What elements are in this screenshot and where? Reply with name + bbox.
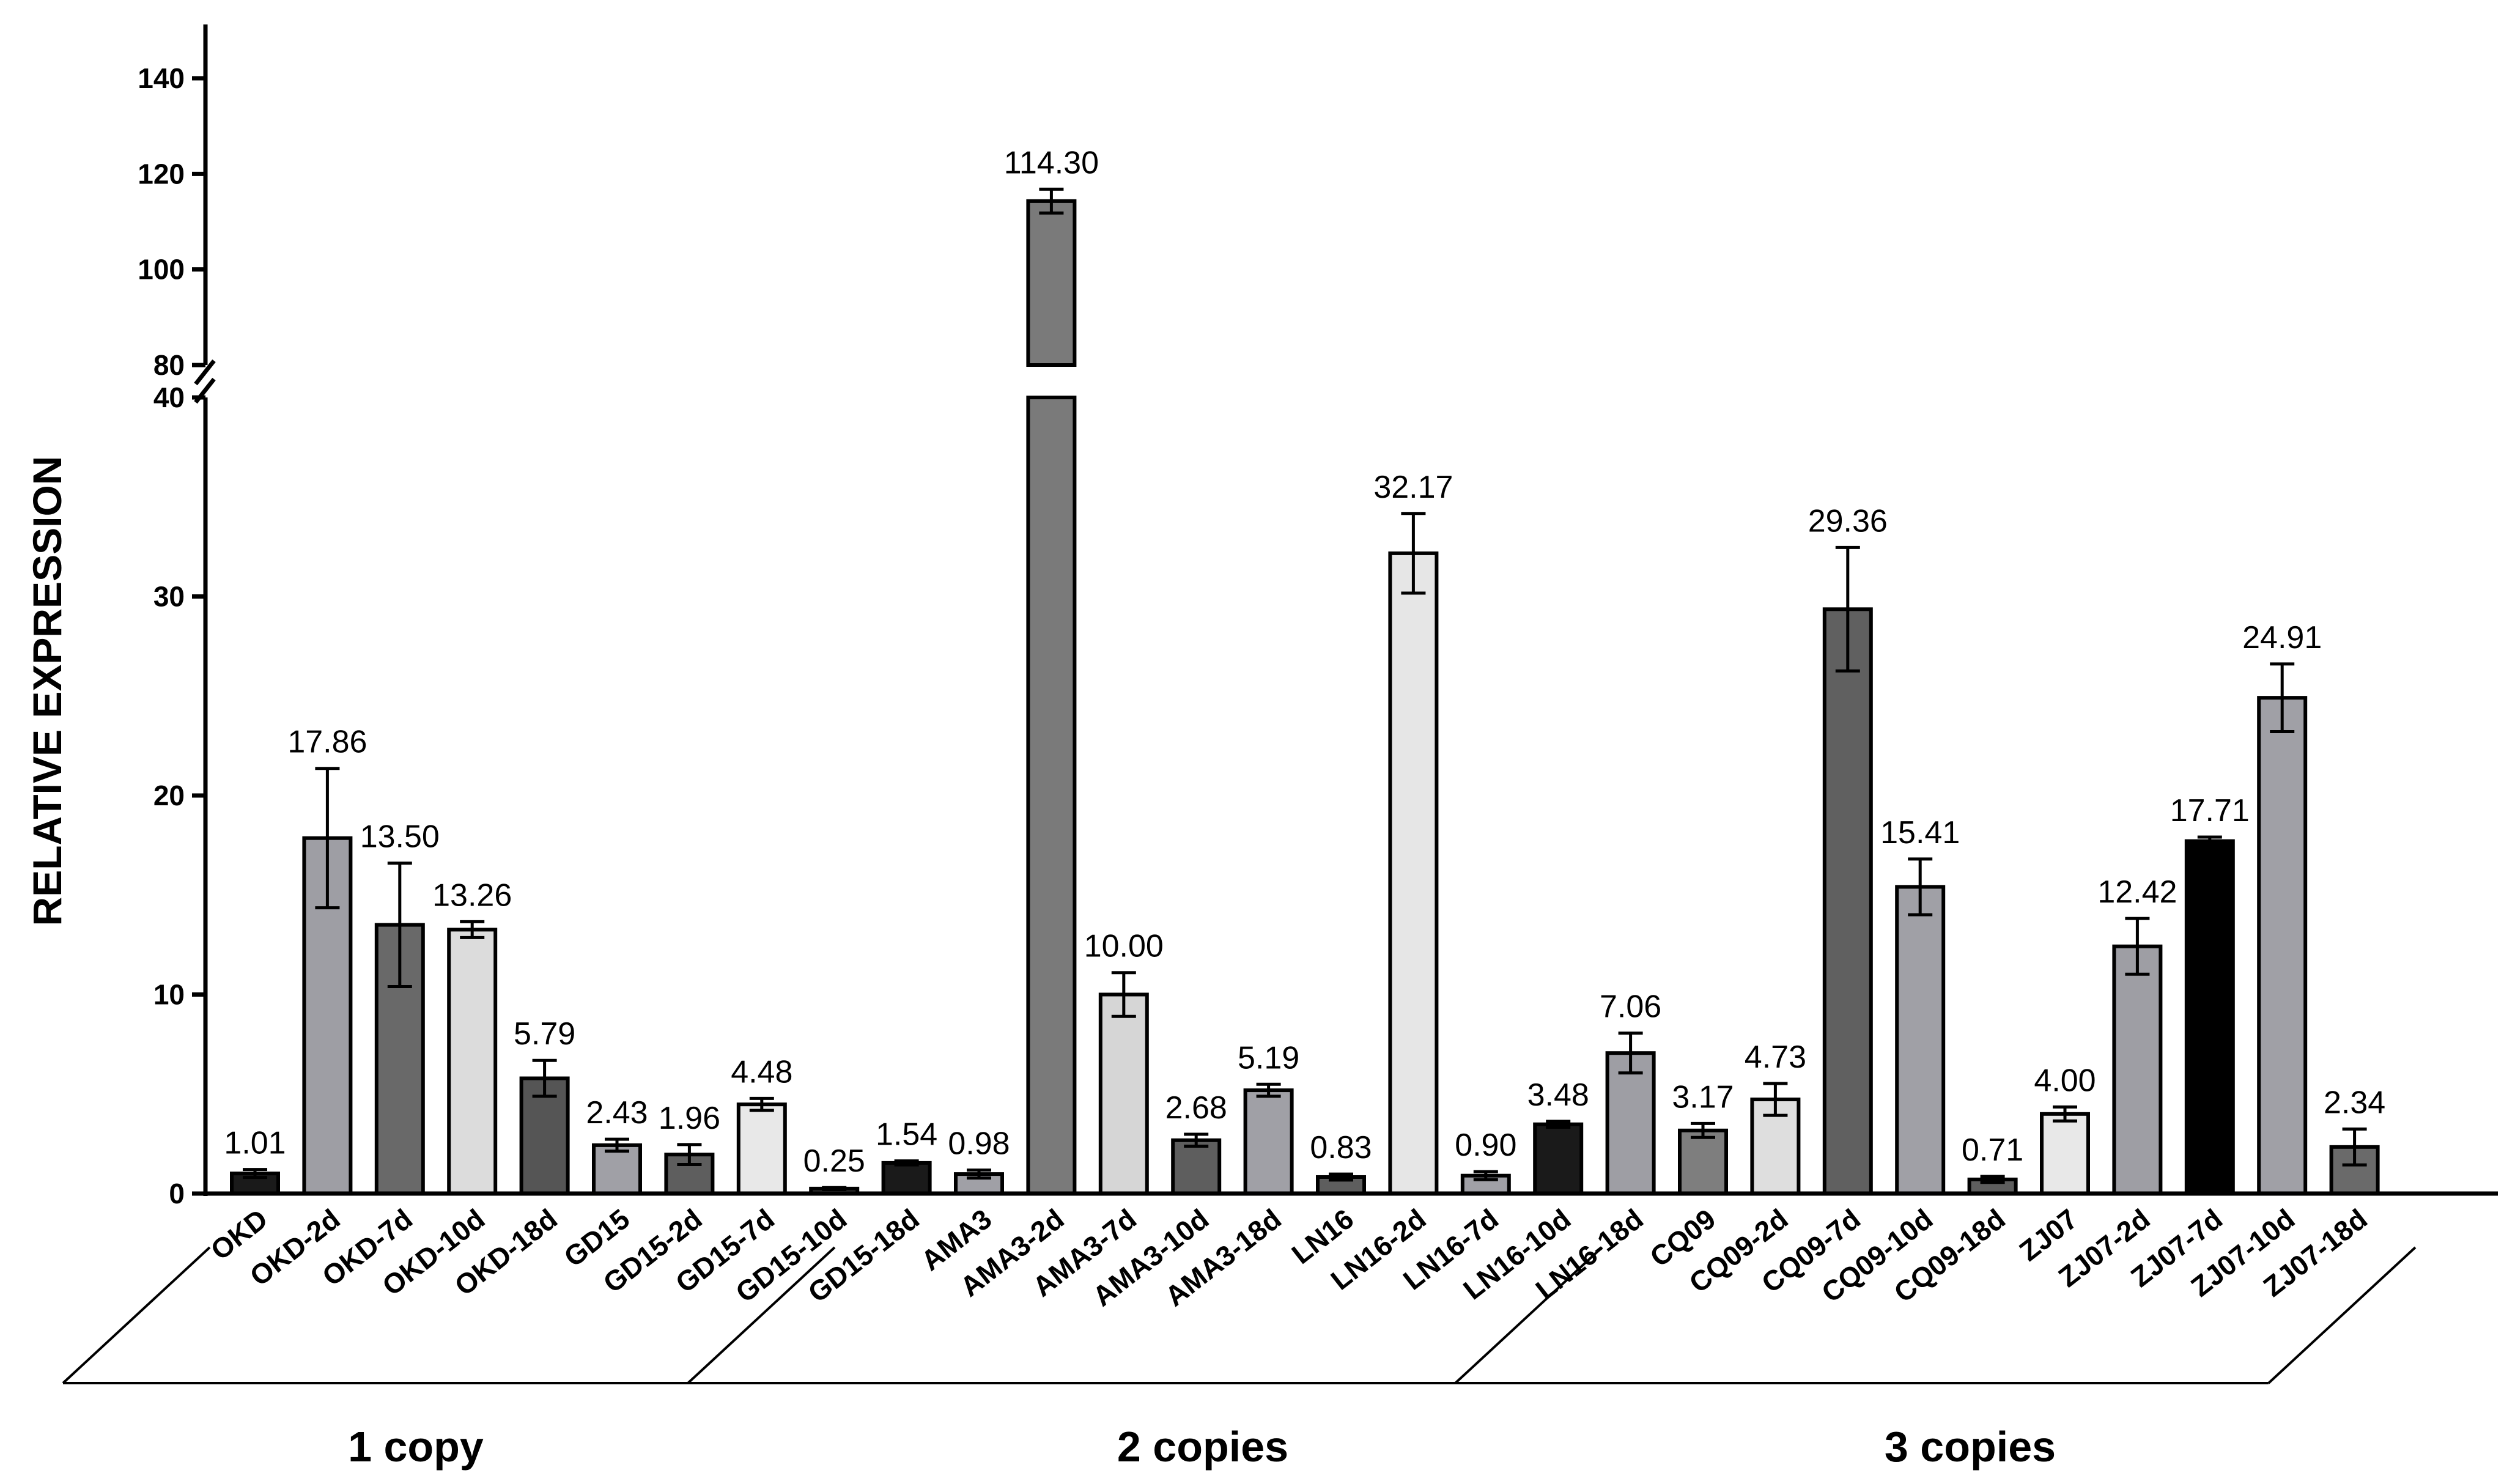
data-label: 32.17 [1373, 470, 1453, 505]
bar [2112, 944, 2163, 1195]
data-label: 29.36 [1808, 503, 1888, 539]
y-tick-label: 10 [153, 979, 185, 1011]
y-tick-label: 100 [138, 254, 185, 286]
data-label: 5.19 [1238, 1040, 1299, 1076]
y-tick-label: 80 [153, 349, 185, 381]
group-label: 1 copy [348, 1423, 484, 1471]
bar [736, 1102, 787, 1196]
data-label: 24.91 [2242, 620, 2322, 655]
data-label: 0.83 [1310, 1130, 1372, 1165]
data-label: 2.68 [1165, 1090, 1227, 1126]
data-label: 4.48 [731, 1054, 792, 1090]
bar [1895, 885, 1946, 1196]
data-label: 114.30 [1004, 145, 1099, 180]
group-divider [1454, 1246, 1603, 1384]
bar [1533, 1122, 1584, 1195]
bar [2040, 1112, 2090, 1196]
group-divider [687, 1246, 836, 1384]
data-label: 12.42 [2097, 874, 2177, 910]
data-label: 1.96 [659, 1101, 720, 1136]
data-label: 0.71 [1962, 1132, 2023, 1168]
axis-break-mark [194, 359, 216, 386]
group-bracket [62, 1246, 211, 1384]
y-tick-label: 0 [169, 1178, 185, 1209]
bar [1171, 1138, 1222, 1195]
data-label: 4.00 [2034, 1063, 2096, 1098]
data-label: 13.50 [360, 819, 440, 855]
data-label: 13.26 [432, 877, 512, 913]
bar [2257, 696, 2308, 1195]
bar [1243, 1088, 1294, 1196]
value-labels: 1.01 17.86 13.50 13.26 5.79 2.43 1.96 4.48 0.25 1… [224, 145, 2385, 1179]
data-label: 5.79 [514, 1016, 575, 1052]
group-bracket [2267, 1246, 2417, 1384]
bar [1026, 396, 1077, 1195]
data-label: 3.17 [1672, 1079, 1734, 1115]
group-label: 2 copies [1117, 1423, 1288, 1471]
bar-break-gap [1024, 367, 1079, 396]
y-tick-label: 120 [138, 158, 185, 190]
bar [2184, 839, 2235, 1196]
y-tick-label: 40 [153, 382, 185, 413]
y-tick-label: 30 [153, 581, 185, 613]
data-label: 0.90 [1455, 1128, 1516, 1163]
data-label: 10.00 [1084, 929, 1164, 964]
y-axis-title: RELATIVE EXPRESSION [24, 456, 70, 926]
y-tick-label: 20 [153, 780, 185, 811]
bar [1822, 607, 1873, 1195]
y-tick-label: 140 [138, 62, 185, 94]
data-label: 0.98 [948, 1126, 1010, 1162]
bar [1678, 1128, 1728, 1196]
data-label: 7.06 [1600, 989, 1661, 1025]
data-label: 15.41 [1880, 815, 1960, 851]
data-label: 4.73 [1745, 1039, 1806, 1075]
data-label: 3.48 [1527, 1077, 1589, 1113]
bars [230, 187, 2380, 1196]
bar [881, 1161, 932, 1196]
data-label: 17.71 [2170, 793, 2250, 829]
data-label: 0.25 [803, 1143, 865, 1179]
bar [447, 928, 498, 1195]
data-label: 17.86 [287, 725, 367, 760]
group-label: 3 copies [1885, 1423, 2056, 1471]
bar [1098, 992, 1149, 1195]
bar [1388, 551, 1439, 1196]
data-label: 2.43 [586, 1095, 648, 1131]
bar [1026, 199, 1077, 367]
data-label: 1.54 [876, 1117, 937, 1153]
data-label: 1.01 [224, 1126, 286, 1161]
data-label: 2.34 [2324, 1085, 2385, 1121]
x-axis: OKDOKD-2dOKD-7dOKD-10dOKD-18dGD15GD15-2d… [62, 1191, 2498, 1471]
